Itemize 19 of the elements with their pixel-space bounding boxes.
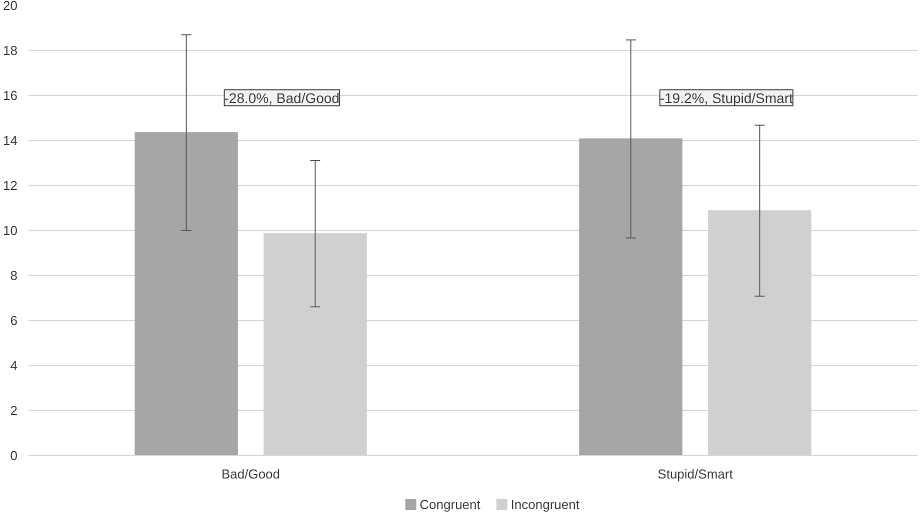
x-tick-label: Bad/Good (221, 466, 280, 482)
annotation: -19.2%, Stupid/Smart (660, 90, 794, 106)
legend-label: Congruent (420, 497, 481, 512)
y-tick-label: 14 (3, 133, 18, 148)
y-tick-label: 18 (3, 43, 18, 58)
y-tick-label: 6 (10, 313, 18, 328)
bar (579, 138, 682, 456)
y-tick-label: 8 (10, 268, 18, 283)
y-tick-label: 12 (3, 178, 18, 193)
bar (134, 132, 238, 456)
y-tick-label: 16 (3, 88, 18, 103)
y-tick-label: 20 (3, 0, 18, 13)
y-tick-label: 10 (3, 223, 18, 238)
x-tick-label: Stupid/Smart (658, 466, 734, 482)
y-tick-label: 4 (10, 358, 18, 373)
y-tick-label: 0 (10, 448, 18, 463)
annotation: -28.0%, Bad/Good (224, 90, 340, 106)
legend-label: Incongruent (510, 497, 580, 512)
y-tick-label: 2 (10, 403, 18, 418)
